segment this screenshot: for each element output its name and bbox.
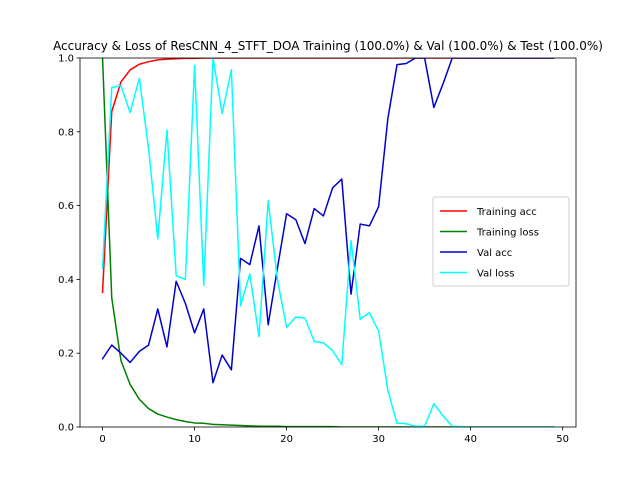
y-tick-label: 0.8 xyxy=(58,127,74,138)
legend-label-training-loss: Training loss xyxy=(476,228,539,239)
plot-frame xyxy=(79,57,577,428)
legend-label-training-acc: Training acc xyxy=(476,207,537,218)
x-tick-label: 50 xyxy=(556,434,569,445)
y-tick-label: 0.0 xyxy=(58,423,74,434)
legend-label-val-loss: Val loss xyxy=(477,269,514,280)
x-tick-label: 0 xyxy=(99,434,105,445)
x-tick-label: 20 xyxy=(280,434,293,445)
y-tick-label: 1.0 xyxy=(58,54,74,65)
x-tick-label: 40 xyxy=(464,434,477,445)
y-tick-label: 0.6 xyxy=(58,201,74,212)
axes: 0 10 20 30 40 50 0.0 0.2 0.4 0.6 0.8 1.0 xyxy=(58,54,577,445)
y-tick-label: 0.4 xyxy=(58,275,74,286)
y-tick-label: 0.2 xyxy=(58,349,74,360)
legend: Training acc Training loss Val acc Val loss xyxy=(432,196,570,287)
legend-label-val-acc: Val acc xyxy=(477,248,512,259)
chart-title: Accuracy & Loss of ResCNN_4_STFT_DOA Tra… xyxy=(53,39,603,53)
x-tick-label: 10 xyxy=(188,434,201,445)
series-line-val-loss xyxy=(101,58,555,427)
x-tick-label: 30 xyxy=(372,434,385,445)
series-line-val-acc xyxy=(101,58,555,384)
series-line-training-acc xyxy=(101,58,555,294)
legend-box xyxy=(432,196,570,287)
